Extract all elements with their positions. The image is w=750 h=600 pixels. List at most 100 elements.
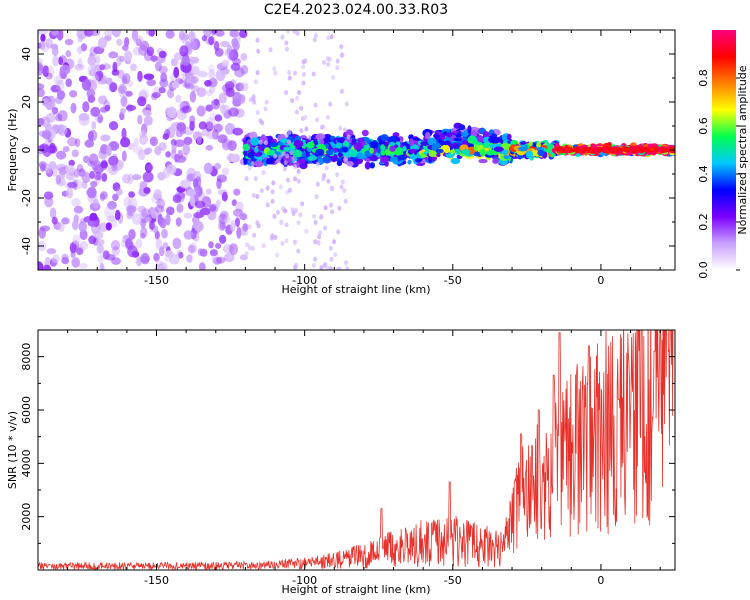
spectrogram-x-ticks: -150 -100 -50 0: [37, 30, 661, 287]
spectrogram-cell: [252, 232, 257, 238]
spectrogram-cell: [203, 162, 213, 174]
snr-x-tick-label: -150: [144, 574, 169, 587]
spectrogram-cell: [328, 245, 333, 251]
spectrogram-cell: [336, 160, 343, 167]
spectrogram-cell: [111, 163, 117, 172]
spectrogram-cell: [313, 220, 318, 225]
spectrogram-cell: [153, 252, 160, 262]
spectrogram-cell: [64, 38, 74, 46]
spectrogram-cell: [463, 129, 469, 138]
spectrogram-cell: [219, 222, 226, 230]
spectrogram-cell: [122, 173, 131, 184]
spectrogram-cell: [194, 200, 206, 209]
spectrogram-cell: [253, 176, 258, 182]
spectrogram-cell: [240, 53, 248, 61]
spectrogram-cell: [518, 146, 528, 152]
spectrogram-cell: [299, 105, 304, 111]
spectrogram-cell: [182, 82, 193, 89]
spectrogram-cell: [301, 64, 306, 70]
spectrogram-cell: [209, 204, 217, 212]
spectrogram-cell: [258, 118, 263, 124]
spectrogram-cell: [141, 208, 151, 218]
spectrogram-cell: [79, 241, 88, 251]
spectrogram-cell: [139, 232, 146, 239]
spectrogram-cell: [149, 220, 155, 230]
spectrogram-cell: [337, 205, 342, 211]
spectrogram-cell: [293, 139, 304, 148]
spectrogram-cell: [81, 79, 92, 91]
spectrogram-cell: [493, 146, 504, 152]
spectrogram-cell: [150, 207, 159, 219]
spectrogram-cell: [118, 84, 127, 94]
spectrogram-cell: [550, 152, 556, 158]
spectrogram-x-tick-label: 0: [597, 274, 604, 287]
spectrogram-cell: [306, 141, 315, 149]
spectrogram-cell: [87, 65, 96, 74]
spectrogram-cell: [327, 56, 332, 62]
spectrogram-cell: [379, 140, 386, 147]
spectrogram-cell: [165, 30, 175, 39]
spectrogram-cell: [77, 58, 83, 68]
spectrogram-cell: [353, 142, 363, 151]
spectrogram-cell: [42, 65, 50, 77]
spectrogram-cell: [146, 79, 156, 87]
spectrogram-cell: [315, 148, 325, 156]
colorbar-tick-label: 0.4: [697, 165, 710, 183]
spectrogram-cell: [215, 199, 221, 208]
spectrogram-cell: [454, 147, 461, 155]
spectrogram-cell: [317, 234, 322, 240]
spectrogram-cell: [129, 63, 137, 72]
spectrogram-cell: [38, 61, 44, 72]
spectrogram-cell: [425, 131, 431, 140]
spectrogram-cell: [300, 201, 305, 207]
spectrogram-cell: [68, 159, 75, 167]
spectrogram-cell: [571, 148, 577, 152]
spectrogram-cell: [344, 158, 349, 164]
spectrogram-cell: [46, 248, 57, 255]
spectrogram-cell: [311, 71, 316, 77]
spectrogram-cell: [151, 193, 162, 204]
spectrogram-cell: [100, 191, 108, 200]
spectrogram-cell: [126, 80, 134, 88]
spectrogram-cell: [91, 63, 98, 71]
spectrogram-cell: [43, 191, 54, 200]
spectrogram-cell: [65, 50, 72, 58]
spectrogram-cell: [231, 199, 237, 207]
spectrogram-cell: [69, 90, 78, 98]
spectrogram-cell: [125, 238, 133, 249]
spectrogram-cell: [402, 145, 407, 152]
spectrogram-cell: [124, 50, 133, 62]
spectrogram-cell: [133, 146, 144, 155]
spectrogram-cell: [199, 207, 211, 216]
spectrogram-cell: [71, 149, 80, 158]
spectrogram-cell: [266, 135, 273, 142]
spectrogram-cell: [62, 146, 70, 153]
spectrogram-cell: [198, 262, 206, 270]
spectrogram-cell: [231, 37, 239, 48]
spectrogram-cell: [284, 222, 289, 228]
spectrogram-cell: [247, 224, 252, 230]
spectrogram-cell: [428, 155, 433, 163]
spectrogram-cell: [224, 81, 235, 91]
spectrogram-cell: [182, 143, 191, 155]
spectrogram-cell: [275, 209, 280, 215]
spectrogram-cell: [255, 70, 260, 76]
spectrogram-cell: [209, 249, 218, 257]
spectrogram-cell: [316, 240, 321, 246]
spectrogram-cell: [216, 178, 222, 190]
spectrogram-cell: [109, 82, 118, 93]
spectrogram-cell: [180, 179, 191, 190]
snr-x-label: Height of straight line (km): [281, 583, 430, 596]
spectrogram-cell: [339, 184, 344, 190]
spectrogram-cell: [296, 159, 307, 164]
spectrogram-cell: [81, 180, 88, 189]
spectrogram-cell: [649, 147, 655, 152]
spectrogram-cell: [201, 35, 208, 42]
spectrogram-cell: [151, 92, 161, 99]
spectrogram-cell: [290, 98, 295, 104]
spectrogram-cell: [296, 248, 301, 254]
spectrogram-cell: [38, 88, 45, 98]
spectrogram-cell: [57, 110, 68, 122]
spectrogram-cell: [213, 123, 223, 133]
spectrogram-cell: [593, 146, 600, 151]
